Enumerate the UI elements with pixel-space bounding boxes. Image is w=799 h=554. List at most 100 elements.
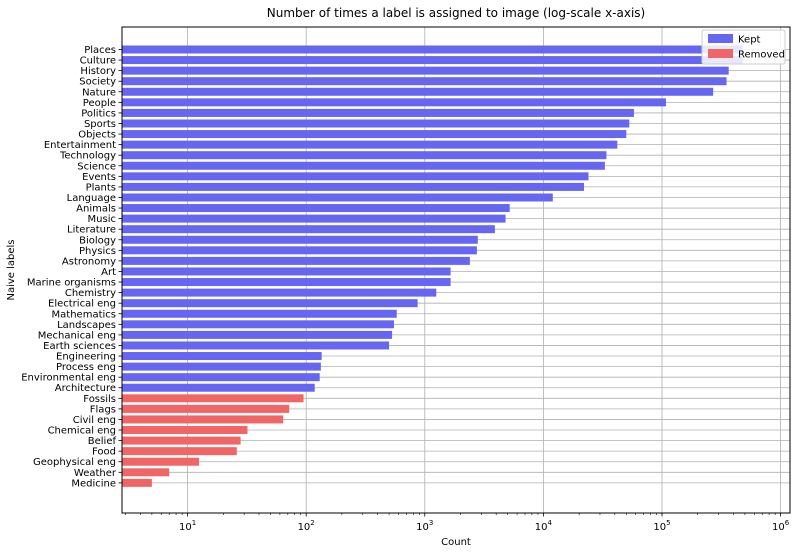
bar-landscapes xyxy=(122,320,394,329)
bar-places xyxy=(122,45,743,54)
y-tick-label: Technology xyxy=(59,151,116,162)
bar-language xyxy=(122,193,553,202)
bar-flags xyxy=(122,404,290,413)
bars xyxy=(122,45,743,487)
bar-environmental-eng xyxy=(122,373,320,382)
bar-politics xyxy=(122,108,634,117)
y-tick-label: Flags xyxy=(90,404,116,415)
y-tick-label: Marine organisms xyxy=(27,278,116,289)
y-tick-label: Science xyxy=(77,161,116,172)
y-tick-label: People xyxy=(83,98,116,109)
bar-objects xyxy=(122,130,627,139)
bar-medicine xyxy=(122,478,152,487)
bar-food xyxy=(122,447,237,456)
plot-frame xyxy=(121,26,791,514)
y-tick-label: Language xyxy=(67,193,116,204)
legend-label-removed: Removed xyxy=(738,50,785,61)
y-tick-label: Chemistry xyxy=(65,288,116,299)
bar-science xyxy=(122,161,605,170)
y-tick-label: Civil eng xyxy=(73,415,116,426)
bar-weather xyxy=(122,468,170,477)
y-tick-label: Politics xyxy=(81,108,116,119)
y-tick-label: Earth sciences xyxy=(43,341,116,352)
bar-physics xyxy=(122,246,477,255)
bar-mathematics xyxy=(122,309,397,318)
bar-society xyxy=(122,77,727,86)
y-tick-label: Objects xyxy=(78,130,116,141)
bar-process-eng xyxy=(122,362,321,371)
y-tick-label: Biology xyxy=(79,235,116,246)
bar-literature xyxy=(122,225,495,234)
y-tick-label: Weather xyxy=(74,468,117,479)
bar-earth-sciences xyxy=(122,341,390,350)
legend-swatch-kept xyxy=(708,34,733,43)
y-tick-label: Chemical eng xyxy=(48,426,116,437)
legend-swatch-removed xyxy=(708,49,733,58)
bar-history xyxy=(122,66,729,75)
bar-chemistry xyxy=(122,288,437,297)
y-tick-label: Sports xyxy=(84,119,116,130)
bar-electrical-eng xyxy=(122,299,418,308)
y-tick-label: Architecture xyxy=(55,383,116,394)
y-tick-label: Plants xyxy=(86,182,116,193)
y-tick-label: Mechanical eng xyxy=(38,330,116,341)
x-tick-label: 102 xyxy=(298,519,315,533)
y-tick-label: Environmental eng xyxy=(21,373,116,384)
bar-people xyxy=(122,98,666,107)
bar-astronomy xyxy=(122,256,470,265)
bar-mechanical-eng xyxy=(122,330,393,339)
y-tick-label: Art xyxy=(101,267,116,278)
bar-marine-organisms xyxy=(122,278,451,287)
bar-nature xyxy=(122,87,714,96)
y-tick-label: Mathematics xyxy=(52,309,116,320)
y-tick-label: Society xyxy=(79,77,116,88)
y-tick-label: Physics xyxy=(79,246,116,257)
bar-animals xyxy=(122,204,510,213)
bar-biology xyxy=(122,235,478,244)
bar-engineering xyxy=(122,352,322,361)
bar-sports xyxy=(122,119,630,128)
x-tick-label: 106 xyxy=(772,519,790,533)
bar-technology xyxy=(122,151,607,160)
x-tick-label: 105 xyxy=(653,519,670,533)
y-tick-label: Belief xyxy=(88,436,117,447)
x-tick-label: 104 xyxy=(535,519,553,533)
y-tick-label: Fossils xyxy=(83,394,116,405)
y-axis-label: Naive labels xyxy=(6,239,17,300)
chart-title: Number of times a label is assigned to i… xyxy=(267,6,645,20)
y-tick-label: Animals xyxy=(76,204,116,215)
y-tick-label: Culture xyxy=(80,56,116,67)
y-tick-label: Astronomy xyxy=(62,256,116,267)
bar-entertainment xyxy=(122,140,618,149)
y-tick-label: Places xyxy=(84,45,116,56)
y-tick-label: Nature xyxy=(82,87,116,98)
bar-culture xyxy=(122,56,743,65)
bar-art xyxy=(122,267,451,276)
x-tick-labels: 101 102 103 104 105 106 xyxy=(125,513,790,533)
y-tick-label: Electrical eng xyxy=(48,299,116,310)
bar-civil-eng xyxy=(122,415,284,424)
x-tick-label: 101 xyxy=(179,519,196,533)
y-tick-label: Engineering xyxy=(56,352,116,363)
legend-label-kept: Kept xyxy=(738,35,761,46)
bar-geophysical-eng xyxy=(122,457,200,466)
y-tick-label: Entertainment xyxy=(44,140,116,151)
bar-chemical-eng xyxy=(122,426,248,435)
y-tick-label: Landscapes xyxy=(57,320,116,331)
y-tick-labels: PlacesCultureHistorySocietyNaturePeopleP… xyxy=(21,45,122,489)
bar-music xyxy=(122,214,506,223)
bar-architecture xyxy=(122,383,315,392)
y-tick-label: History xyxy=(80,66,116,77)
bar-belief xyxy=(122,436,241,445)
x-tick-label: 103 xyxy=(416,519,433,533)
y-tick-label: Events xyxy=(82,172,116,183)
y-tick-label: Geophysical eng xyxy=(33,457,116,468)
y-tick-label: Music xyxy=(88,214,116,225)
y-tick-label: Medicine xyxy=(71,478,116,489)
y-tick-label: Literature xyxy=(67,225,116,236)
bar-plants xyxy=(122,182,585,191)
y-tick-label: Process eng xyxy=(56,362,116,373)
y-tick-label: Food xyxy=(92,447,116,458)
bar-events xyxy=(122,172,589,181)
bar-fossils xyxy=(122,394,304,403)
